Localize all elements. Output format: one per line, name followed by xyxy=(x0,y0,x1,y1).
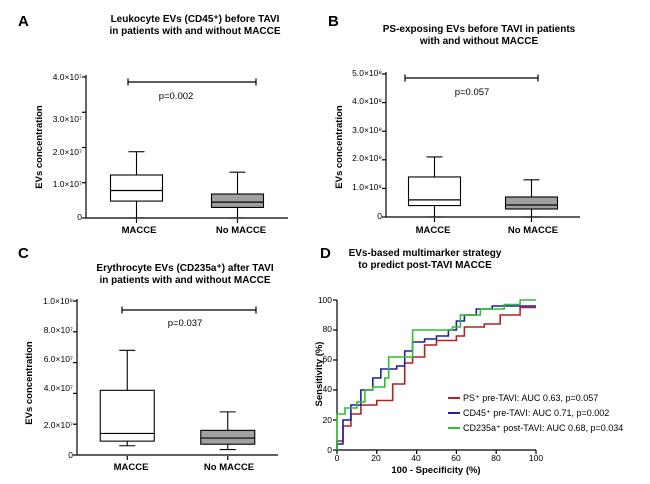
panel-b-title-line2: with and without MACCE xyxy=(419,36,539,47)
panel-d-y-tick-label: 40 xyxy=(323,384,333,394)
panel-c: C Erythrocyte EVs (CD235a⁺) after TAVI i… xyxy=(18,245,278,473)
panel-c-y-tick-label: 2.0×10⁷ xyxy=(44,420,73,430)
panel-d-y-tick-label: 0 xyxy=(327,445,332,455)
panel-b-category-label: No MACCE xyxy=(508,225,558,236)
panel-d-plot-area xyxy=(333,299,537,454)
box-no-macce xyxy=(210,193,265,208)
panel-letter-b: B xyxy=(328,13,339,30)
panel-a-y-tick-label: 3.0×10⁷ xyxy=(53,114,82,124)
panel-a-y-tick-label: 1.0×10⁷ xyxy=(53,179,82,189)
panel-c-category-label: No MACCE xyxy=(204,462,254,473)
box-macce xyxy=(407,176,462,207)
panel-c-p-value: p=0.037 xyxy=(168,318,203,329)
panel-c-category-label: MACCE xyxy=(114,462,149,473)
panel-d-x-tick-label: 100 xyxy=(529,453,543,463)
panel-b-y-axis-label: EVs concentration xyxy=(334,105,345,189)
panel-letter-c: C xyxy=(18,245,29,262)
panel-a-p-value: p=0.002 xyxy=(159,91,194,102)
panel-c-y-tick-label: 6.0×10⁷ xyxy=(44,354,73,364)
panel-c-y-tick-label: 0 xyxy=(68,450,73,460)
panel-d-y-tick-label: 100 xyxy=(318,295,332,305)
panel-c-y-tick-label: 4.0×10⁷ xyxy=(44,383,73,393)
panel-d-title-line2: to predict post-TAVI MACCE xyxy=(358,260,492,271)
panel-b-y-tick-label: 5.0×10⁸ xyxy=(352,68,382,78)
panel-b-plot-area xyxy=(382,72,580,222)
panel-a-title-line2: in patients with and without MACCE xyxy=(109,26,280,37)
panel-d-x-tick-label: 0 xyxy=(335,453,340,463)
roc-curve-cd235a xyxy=(336,299,536,450)
panel-b: B PS-exposing EVs before TAVI in patient… xyxy=(328,13,580,236)
panel-b-y-tick-label: 1.0×10⁸ xyxy=(352,182,382,192)
panel-b-y-tick-label: 2.0×10⁸ xyxy=(352,153,382,163)
panel-a-title-line1: Leukocyte EVs (CD45⁺) before TAVI xyxy=(111,14,280,25)
box-macce xyxy=(99,389,155,442)
legend-label-cd45: CD45⁺ pre-TAVI: AUC 0.71, p=0.002 xyxy=(463,408,609,418)
panel-a-y-tick-label: 2.0×10⁷ xyxy=(53,147,82,157)
panel-d-legend: PS⁺ pre-TAVI: AUC 0.63, p=0.057 CD45⁺ pr… xyxy=(448,393,623,433)
panel-b-y-tick-label: 3.0×10⁸ xyxy=(352,125,382,135)
panel-a-category-label: No MACCE xyxy=(216,225,266,236)
panel-b-p-value: p=0.057 xyxy=(455,87,490,98)
panel-c-plot-area xyxy=(73,299,278,460)
panel-c-title-line2: in patients with and without MACCE xyxy=(99,275,270,286)
panel-c-y-tick-label: 1.0×10⁸ xyxy=(43,296,73,306)
box-macce xyxy=(109,174,164,202)
panel-d-y-tick-label: 20 xyxy=(323,415,333,425)
panel-a-plot-area xyxy=(82,75,288,223)
box-no-macce xyxy=(504,196,559,210)
panel-b-y-tick-label: 0 xyxy=(377,211,382,221)
panel-a: A Leukocyte EVs (CD45⁺) before TAVI in p… xyxy=(18,13,288,236)
panel-d-x-tick-label: 60 xyxy=(451,453,461,463)
panel-d: D EVs-based multimarker strategy to pred… xyxy=(314,245,623,476)
panel-a-y-axis-label: EVs concentration xyxy=(34,105,45,189)
panel-d-x-tick-label: 20 xyxy=(371,453,381,463)
legend-label-cd235a: CD235a⁺ post-TAVI: AUC 0.68, p=0.034 xyxy=(463,423,623,433)
box-no-macce xyxy=(200,429,256,445)
legend-label-ps: PS⁺ pre-TAVI: AUC 0.63, p=0.057 xyxy=(463,393,598,403)
panel-b-title-line1: PS-exposing EVs before TAVI in patients xyxy=(383,24,576,35)
panel-d-y-tick-label: 60 xyxy=(323,354,333,364)
panel-d-x-tick-label: 40 xyxy=(411,453,421,463)
panel-d-x-axis-label: 100 - Specificity (%) xyxy=(391,465,480,476)
panel-b-category-label: MACCE xyxy=(416,225,451,236)
panel-d-title-line1: EVs-based multimarker strategy xyxy=(349,248,502,259)
panel-d-x-tick-label: 80 xyxy=(491,453,501,463)
panel-c-y-axis-label: EVs concentration xyxy=(24,341,35,425)
panel-c-title-line1: Erythrocyte EVs (CD235a⁺) after TAVI xyxy=(96,263,273,274)
panel-letter-a: A xyxy=(18,13,29,30)
panel-letter-d: D xyxy=(320,245,331,262)
panel-d-y-tick-label: 80 xyxy=(323,324,333,334)
panel-a-category-label: MACCE xyxy=(122,225,157,236)
panel-b-y-tick-label: 4.0×10⁸ xyxy=(352,96,382,106)
panel-d-y-axis-label: Sensitivity (%) xyxy=(314,342,325,407)
panel-a-y-tick-label: 4.0×10⁷ xyxy=(53,72,82,82)
panel-c-y-tick-label: 8.0×10⁷ xyxy=(44,325,73,335)
panel-a-y-tick-label: 0 xyxy=(77,212,82,222)
